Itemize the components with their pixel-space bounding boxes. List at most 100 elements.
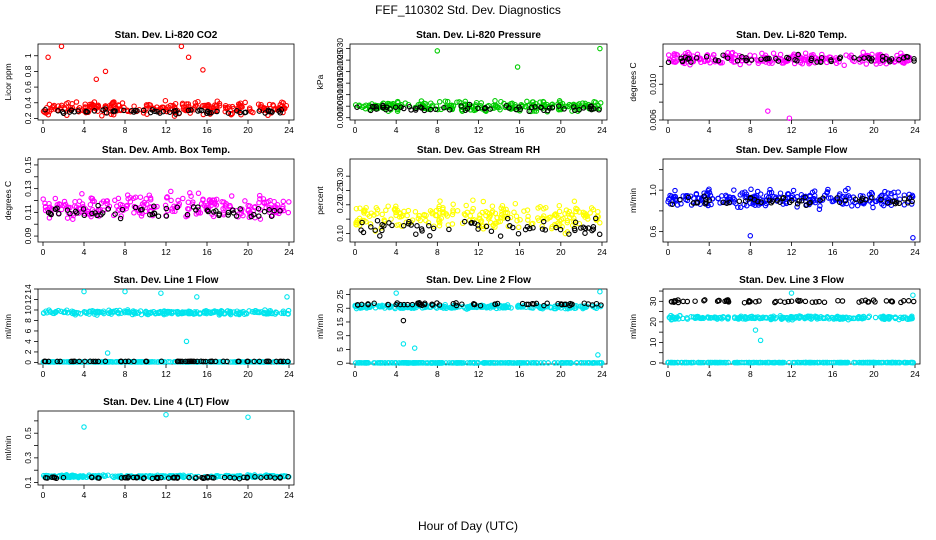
data-point [868, 58, 875, 64]
data-point [839, 314, 846, 321]
data-point [515, 230, 522, 237]
data-point [909, 315, 915, 322]
data-point [773, 194, 779, 200]
data-point [176, 310, 182, 317]
data-point [198, 201, 205, 207]
data-point [869, 194, 875, 201]
data-point [557, 221, 563, 228]
data-point [247, 359, 254, 365]
data-point [102, 68, 109, 75]
data-point [586, 360, 593, 366]
data-point [859, 195, 866, 202]
data-point [540, 218, 547, 225]
data-point [852, 196, 859, 203]
data-point [751, 53, 758, 59]
series-3 [668, 297, 917, 306]
data-point [463, 202, 469, 209]
data-point [571, 198, 578, 205]
series-2 [42, 473, 291, 482]
data-point [780, 194, 787, 201]
data-point [267, 474, 273, 480]
data-point [680, 193, 686, 199]
data-point [736, 198, 743, 205]
data-point [892, 193, 898, 200]
data-point [531, 360, 537, 366]
data-point [44, 475, 50, 481]
data-point [377, 233, 383, 239]
data-point [588, 205, 595, 211]
data-point [684, 298, 691, 305]
data-point [757, 359, 764, 366]
data-point [212, 358, 219, 365]
data-point [400, 317, 407, 324]
data-point [835, 297, 841, 304]
data-point [723, 359, 729, 366]
data-point [562, 230, 569, 237]
data-point [412, 209, 419, 215]
data-point [850, 315, 856, 322]
data-point [230, 207, 236, 213]
data-point [876, 52, 883, 59]
data-point [816, 206, 823, 213]
data-point [815, 359, 821, 366]
data-point [783, 200, 790, 207]
data-point [70, 473, 77, 479]
series-1 [40, 411, 292, 481]
x-tick-label: 20 [869, 369, 879, 379]
data-point [669, 299, 675, 305]
data-point [268, 213, 275, 219]
data-point [528, 104, 535, 111]
x-tick-label: 0 [353, 369, 358, 379]
data-point [524, 301, 530, 308]
data-point [725, 314, 731, 321]
data-point [118, 213, 124, 219]
data-point [794, 204, 800, 210]
data-point [256, 309, 263, 316]
data-point [798, 192, 805, 198]
data-point [192, 100, 199, 106]
x-tick-label: 16 [202, 369, 212, 379]
data-point [72, 198, 78, 205]
data-point [153, 310, 159, 316]
data-point [121, 308, 128, 314]
data-point [391, 360, 398, 366]
data-point [539, 223, 545, 229]
series-2 [665, 51, 917, 66]
data-point [694, 200, 701, 206]
x-tick-label: 8 [123, 369, 128, 379]
data-point [542, 227, 549, 233]
x-tick-label: 0 [666, 247, 671, 257]
data-point [131, 103, 137, 109]
data-point [186, 474, 192, 481]
data-point [61, 359, 67, 365]
data-point [704, 57, 711, 64]
y-tick-label: 0.09 [23, 228, 33, 245]
data-point [901, 192, 908, 198]
data-point [883, 194, 889, 201]
x-tick-label: 4 [707, 369, 712, 379]
data-point [580, 105, 587, 111]
data-point [772, 359, 778, 366]
data-point [396, 214, 403, 220]
data-point [802, 298, 809, 305]
y-axis-label: degrees C [628, 62, 638, 101]
data-point [221, 474, 228, 481]
data-point [900, 314, 907, 320]
data-point [836, 55, 843, 62]
x-tick-label: 0 [41, 125, 46, 135]
data-point [194, 294, 200, 300]
data-point [398, 104, 404, 110]
data-point [220, 358, 227, 365]
data-point [64, 215, 71, 221]
data-point [467, 360, 474, 366]
data-point [379, 302, 385, 309]
data-point [734, 58, 741, 64]
data-point [723, 192, 729, 199]
x-tick-label: 16 [202, 247, 212, 257]
data-point [225, 110, 232, 116]
data-point [52, 309, 59, 315]
data-point [666, 196, 672, 202]
x-tick-label: 4 [394, 125, 399, 135]
data-point [154, 108, 160, 115]
y-tick-label: 0 [23, 360, 33, 365]
